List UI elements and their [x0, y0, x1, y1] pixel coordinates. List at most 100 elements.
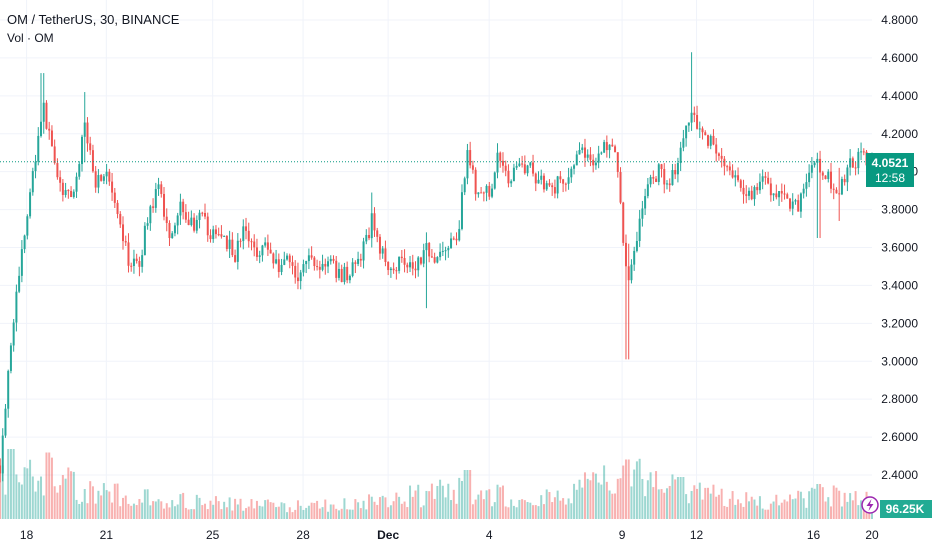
- volume-bar: [737, 499, 740, 519]
- volume-bar: [193, 509, 196, 519]
- chart-legend: OM / TetherUS, 30, BINANCE Vol · OM: [7, 10, 179, 48]
- volume-bar: [343, 498, 346, 519]
- candle-body: [799, 193, 802, 212]
- candle-body: [652, 177, 655, 179]
- volume-bar: [504, 506, 507, 519]
- x-tick-label: 28: [296, 528, 310, 542]
- candle-body: [739, 180, 742, 188]
- candle-body: [622, 202, 625, 243]
- volume-bar: [302, 509, 305, 519]
- volume-bar: [562, 498, 565, 519]
- volume-bar: [91, 486, 94, 519]
- candle-body: [116, 202, 119, 214]
- volume-bar: [97, 490, 100, 519]
- candle-body: [764, 176, 767, 178]
- volume-bar: [365, 509, 368, 519]
- volume-bar: [419, 507, 422, 519]
- candle-body: [70, 190, 73, 198]
- price-axis[interactable]: 4.80004.60004.40004.20004.00003.80003.60…: [881, 13, 918, 482]
- volume-bar: [122, 497, 125, 519]
- volume-bar: [299, 505, 302, 519]
- volume-bar: [212, 504, 215, 519]
- candle-body: [540, 175, 543, 180]
- candle-body: [206, 216, 209, 236]
- candle-body: [50, 130, 53, 147]
- candle-body: [171, 233, 174, 239]
- candle-body: [458, 228, 461, 241]
- volume-bar: [12, 449, 15, 519]
- volume-bar: [518, 499, 521, 519]
- candle-body: [515, 165, 518, 168]
- volume-bar: [788, 494, 791, 519]
- volume-bar: [739, 503, 742, 519]
- volume-bar: [316, 500, 319, 519]
- volume-bar: [783, 499, 786, 519]
- volume-bar: [474, 499, 477, 519]
- volume-bar: [469, 470, 472, 519]
- volume-bar: [86, 503, 89, 519]
- volume-bar: [111, 502, 114, 519]
- countdown-label: 12:58: [875, 171, 905, 185]
- candle-body: [255, 247, 258, 257]
- volume-bar: [460, 480, 463, 519]
- candle-body: [23, 235, 26, 250]
- candle-body: [778, 191, 781, 198]
- candle-body: [646, 184, 649, 197]
- volume-bar: [378, 497, 381, 519]
- candle-body: [701, 128, 704, 133]
- candle-body: [441, 250, 444, 252]
- volume-bar: [53, 486, 56, 519]
- volume-bar: [0, 458, 1, 519]
- volume-bar: [600, 484, 603, 519]
- candle-body: [122, 224, 125, 242]
- candle-body: [91, 150, 94, 172]
- candle-body: [378, 236, 381, 254]
- candle-body: [496, 152, 499, 173]
- candle-body: [709, 135, 712, 146]
- candle-body: [149, 206, 152, 224]
- volume-indicator[interactable]: 96.25K: [861, 496, 932, 518]
- volume-bar: [258, 505, 261, 519]
- candle-body: [769, 183, 772, 196]
- candle-body: [679, 147, 682, 164]
- volume-bar: [359, 508, 362, 519]
- volume-bar: [860, 500, 863, 519]
- volume-bar: [655, 471, 658, 519]
- candle-body: [480, 192, 483, 194]
- volume-bar: [173, 506, 176, 519]
- candle-body: [783, 193, 786, 195]
- volume-legend[interactable]: Vol · OM: [7, 31, 54, 45]
- candle-body: [734, 175, 737, 178]
- volume-bar: [94, 503, 97, 519]
- candle-body: [12, 322, 15, 346]
- candle-body: [518, 163, 521, 166]
- candle-body: [460, 192, 463, 229]
- candle-body: [245, 226, 248, 231]
- volume-bar: [381, 495, 384, 519]
- volume-bar: [477, 494, 480, 519]
- candle-body: [663, 169, 666, 185]
- candle-body: [422, 250, 425, 264]
- time-axis[interactable]: 18 21 25 28 Dec 4 9 12 16 20: [20, 528, 879, 542]
- volume-bar: [425, 490, 428, 519]
- candle-body: [362, 241, 365, 261]
- volume-bar: [444, 497, 447, 519]
- volume-bar: [641, 478, 644, 519]
- volume-bar: [247, 506, 250, 519]
- candle-body: [843, 178, 846, 183]
- volume-bar: [501, 485, 504, 519]
- candle-body: [698, 128, 701, 130]
- y-tick-label: 4.6000: [881, 51, 918, 65]
- candle-body: [335, 260, 338, 278]
- volume-bar: [220, 509, 223, 519]
- volume-bar: [119, 506, 122, 519]
- x-tick-label: 25: [206, 528, 220, 542]
- candle-body: [471, 165, 474, 170]
- symbol-title[interactable]: OM / TetherUS, 30, BINANCE: [7, 12, 180, 27]
- candle-body: [717, 153, 720, 156]
- volume-bar: [294, 509, 297, 519]
- candle-body: [780, 191, 783, 194]
- candle-body: [444, 250, 447, 252]
- candle-body: [676, 163, 679, 175]
